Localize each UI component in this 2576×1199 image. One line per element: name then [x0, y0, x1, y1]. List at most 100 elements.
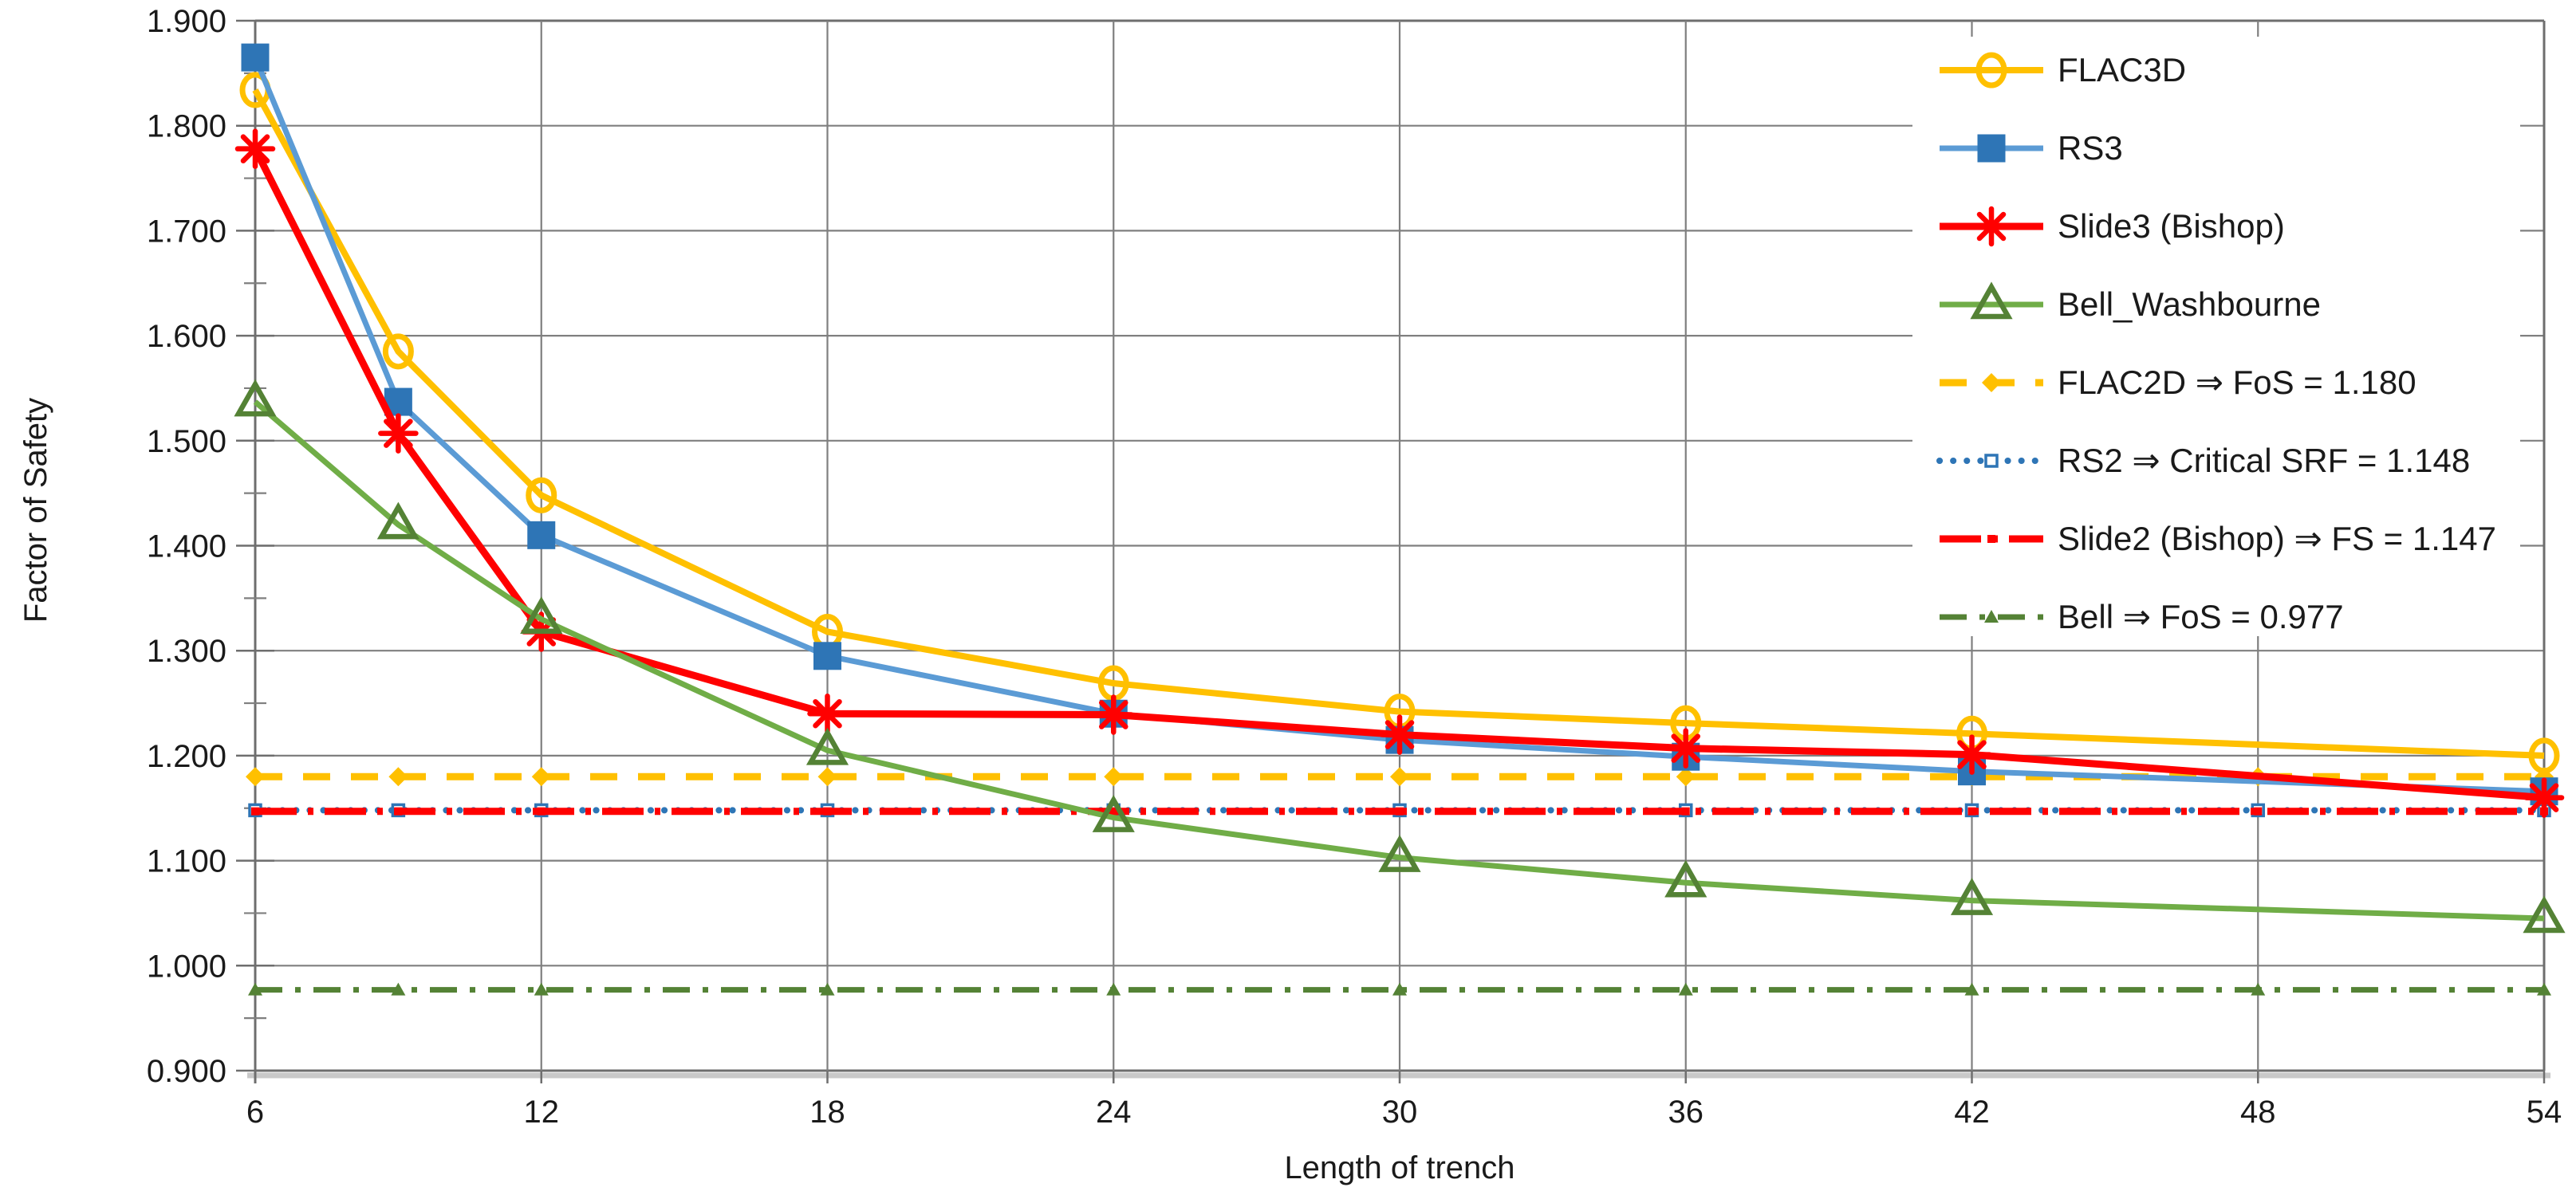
legend-item-label: FLAC3D	[2058, 51, 2186, 88]
marker-asterisk	[1379, 714, 1420, 755]
legend-item-label: FLAC2D ⇒ FoS = 1.180	[2058, 364, 2416, 401]
constant-reference-lines	[246, 767, 2554, 996]
marker-triangle-small	[1984, 610, 1999, 623]
marker-dot-small	[823, 807, 832, 816]
x-tick-label: 6	[246, 1095, 264, 1130]
legend-item-label: Slide2 (Bishop) ⇒ FS = 1.147	[2058, 520, 2496, 557]
y-tick-label: 1.900	[147, 4, 226, 39]
marker-asterisk-spoke	[1385, 720, 1415, 749]
marker-asterisk-spoke	[1976, 211, 2007, 242]
series-line	[253, 399, 2545, 922]
y-tick-label: 1.500	[147, 424, 226, 459]
legend-item-RS2: RS2 ⇒ Critical SRF = 1.148	[1936, 442, 2470, 479]
legend-item-label: Bell ⇒ FoS = 0.977	[2058, 598, 2344, 635]
marker-dot-small	[251, 807, 259, 816]
legend-item-label: RS3	[2058, 129, 2123, 167]
x-tick-label: 30	[1382, 1095, 1418, 1130]
marker-asterisk	[2523, 777, 2565, 818]
x-tick-label: 42	[1954, 1095, 1990, 1130]
marker-asterisk-spoke	[384, 419, 413, 448]
marker-triangle-small	[391, 982, 406, 996]
constant-line-Slide2 (Bishop)	[251, 807, 2548, 816]
marker-dot-small	[1681, 807, 1690, 816]
marker-triangle-open	[234, 379, 277, 417]
marker-circle	[526, 477, 557, 513]
marker-triangle-small	[248, 982, 262, 996]
marker-asterisk	[1971, 206, 2012, 247]
legend-item-RS3: RS3	[1940, 129, 2123, 167]
series-Slide3-Bishop-	[234, 128, 2565, 818]
constant-line-Bell	[248, 982, 2551, 996]
marker-triangle-small	[820, 982, 835, 996]
marker-triangle-small	[2251, 982, 2266, 996]
series-Bell-Washbourne	[234, 379, 2566, 934]
marker-square	[1977, 134, 2006, 163]
y-tick-label: 1.300	[147, 634, 226, 669]
x-axis-title: Length of trench	[1284, 1150, 1514, 1185]
legend-item-Slide2: Slide2 (Bishop) ⇒ FS = 1.147	[1940, 520, 2496, 557]
marker-asterisk	[234, 128, 276, 169]
marker-square	[241, 43, 270, 72]
marker-asterisk	[378, 413, 419, 454]
legend-item-Bell-Washbourne: Bell_Washbourne	[1940, 281, 2321, 323]
marker-asterisk-spoke	[1957, 740, 1987, 769]
marker-diamond-small	[817, 767, 837, 787]
marker-asterisk-spoke	[813, 698, 842, 729]
marker-square	[527, 521, 556, 549]
marker-circle	[2528, 737, 2560, 774]
y-tick-label: 1.800	[147, 109, 226, 144]
marker-triangle-small	[1678, 982, 1693, 996]
marker-dot-small	[1967, 807, 1976, 816]
legend-item-Bell: Bell ⇒ FoS = 0.977	[1940, 598, 2344, 635]
y-tick-label: 1.100	[147, 844, 226, 879]
marker-circle	[1975, 52, 2007, 88]
marker-diamond-small	[1676, 767, 1696, 787]
marker-triangle-open	[1950, 878, 1994, 915]
y-tick-label: 1.200	[147, 739, 226, 774]
legend: FLAC3D RS3 Slide3 (Bishop) Bell_Washbourne F…	[1912, 37, 2520, 636]
marker-triangle-open	[2523, 895, 2566, 934]
x-tick-label: 18	[809, 1095, 845, 1130]
marker-dot-small	[1396, 807, 1404, 816]
marker-diamond-small	[1982, 373, 2001, 392]
marker-triangle-small	[1106, 982, 1121, 996]
legend-item-label: RS2 ⇒ Critical SRF = 1.148	[2058, 442, 2470, 479]
y-axis-title: Factor of Safety	[18, 398, 53, 623]
marker-asterisk-spoke	[2529, 783, 2559, 812]
marker-diamond-small	[246, 767, 265, 787]
marker-asterisk	[1093, 694, 1134, 735]
marker-asterisk-spoke	[1099, 700, 1128, 729]
marker-triangle-small	[2537, 982, 2551, 996]
marker-asterisk	[807, 693, 848, 734]
axis-labels: 0.900 1.000 1.100 1.200 1.300 1.400 1.500 1.600…	[147, 4, 2562, 1130]
marker-triangle-open	[805, 727, 849, 765]
marker-triangle-open	[1378, 835, 1421, 872]
marker-triangle-open	[1092, 795, 1135, 832]
marker-dot-small	[2254, 807, 2263, 816]
y-tick-label: 1.400	[147, 529, 226, 564]
marker-diamond-small	[388, 767, 408, 787]
marker-diamond-small	[1390, 767, 1409, 787]
marker-dot-small	[394, 807, 403, 816]
marker-circle	[382, 333, 414, 370]
data-series	[234, 43, 2566, 934]
x-tick-label: 48	[2240, 1095, 2276, 1130]
x-tick-label: 54	[2527, 1095, 2562, 1130]
marker-dot-small	[537, 807, 546, 816]
y-tick-label: 0.900	[147, 1054, 226, 1089]
marker-square-open-small	[1984, 454, 1999, 468]
marker-diamond-small	[1104, 767, 1124, 787]
marker-triangle-open	[1664, 859, 1707, 898]
legend-item-FLAC3D: FLAC3D	[1940, 51, 2186, 88]
legend-item-FLAC2D: FLAC2D ⇒ FoS = 1.180	[1940, 364, 2416, 401]
marker-asterisk	[1952, 734, 1992, 775]
marker-dot-small	[1109, 807, 1118, 816]
y-tick-label: 1.700	[147, 214, 226, 249]
marker-triangle-open	[520, 596, 563, 634]
marker-dot-small	[1987, 535, 1995, 543]
x-tick-label: 24	[1096, 1095, 1132, 1130]
marker-asterisk-spoke	[240, 134, 270, 163]
legend-item-label: Slide3 (Bishop)	[2058, 207, 2285, 245]
